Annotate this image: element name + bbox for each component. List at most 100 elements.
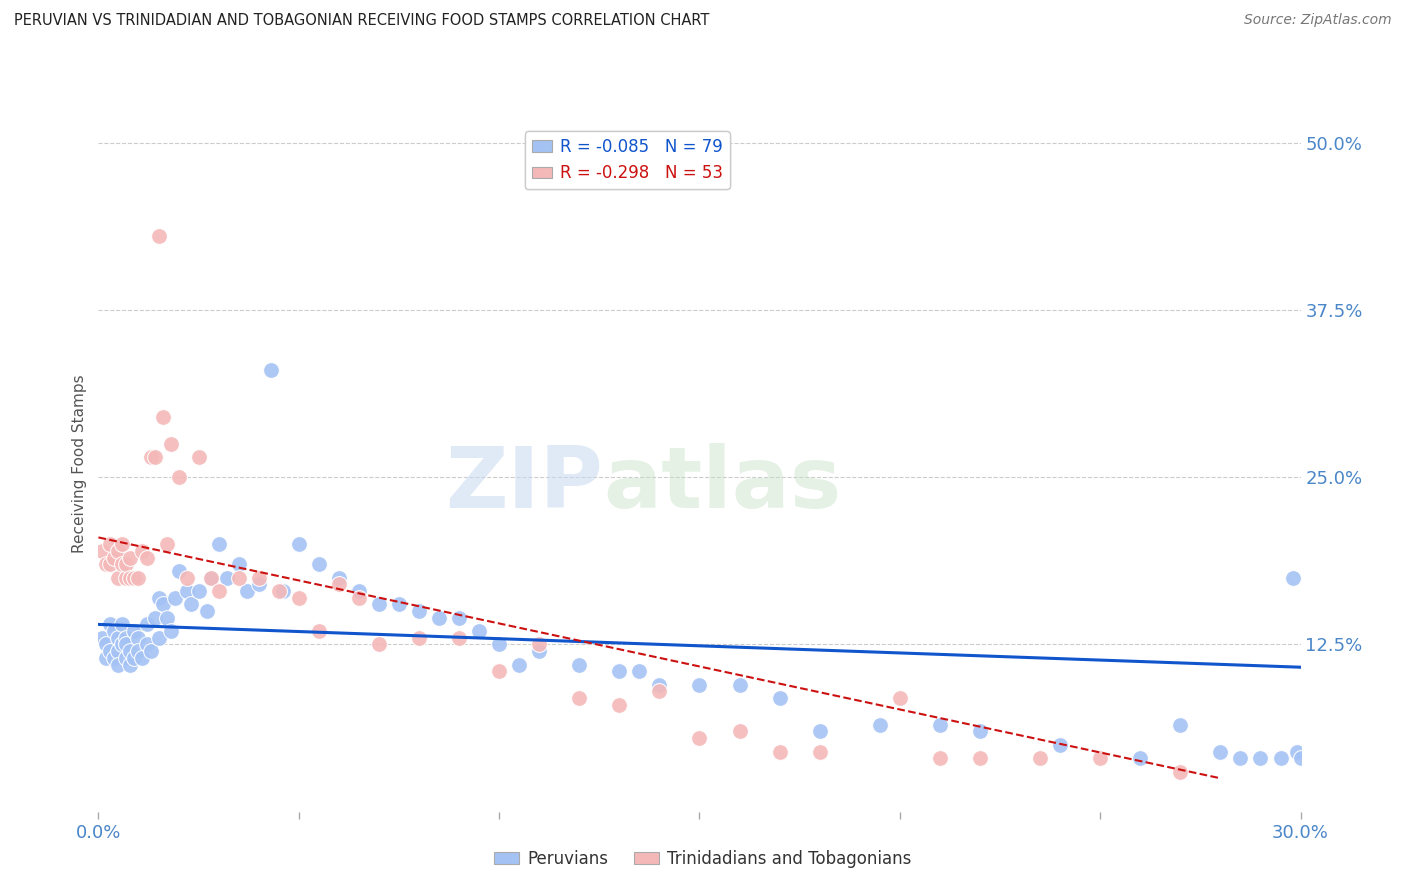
Point [115,631,138,645]
Point [408,604,430,618]
Y-axis label: Receiving Food Stamps: Receiving Food Stamps [72,375,87,553]
Point [107,631,129,645]
Point [159,624,181,639]
Point [808,724,831,739]
Point [176,584,198,599]
Point [139,450,162,465]
Point [111,617,134,632]
Point [215,571,238,585]
Point [208,537,231,551]
Point [115,637,138,651]
Point [628,664,651,679]
Point [131,651,153,665]
Point [728,724,751,739]
Point [929,751,952,765]
Point [689,731,711,746]
Text: Source: ZipAtlas.com: Source: ZipAtlas.com [1244,13,1392,28]
Point [128,571,150,585]
Point [609,698,631,712]
Point [100,537,122,551]
Point [308,624,330,639]
Point [368,598,391,612]
Point [155,537,177,551]
Point [120,550,142,565]
Point [167,470,190,484]
Point [107,657,129,672]
Point [1270,751,1292,765]
Point [120,644,142,658]
Point [447,611,470,625]
Point [139,644,162,658]
Point [120,657,142,672]
Point [91,544,114,558]
Point [148,591,170,605]
Point [689,678,711,692]
Point [568,657,591,672]
Legend: R = -0.085   N = 79, R = -0.298   N = 53: R = -0.085 N = 79, R = -0.298 N = 53 [524,131,730,189]
Point [107,544,129,558]
Point [143,611,166,625]
Point [769,690,792,705]
Point [969,724,991,739]
Point [468,624,491,639]
Point [648,678,671,692]
Point [267,584,290,599]
Point [91,631,114,645]
Point [200,571,222,585]
Point [152,598,174,612]
Point [529,644,551,658]
Point [148,631,170,645]
Point [96,557,118,572]
Point [288,591,311,605]
Point [96,637,118,651]
Point [1209,744,1232,758]
Point [115,651,138,665]
Point [128,644,150,658]
Point [488,637,510,651]
Point [148,229,170,244]
Point [1170,717,1192,731]
Point [368,637,391,651]
Point [889,690,911,705]
Point [1129,751,1152,765]
Point [155,611,177,625]
Text: PERUVIAN VS TRINIDADIAN AND TOBAGONIAN RECEIVING FOOD STAMPS CORRELATION CHART: PERUVIAN VS TRINIDADIAN AND TOBAGONIAN R… [14,13,710,29]
Point [135,617,157,632]
Point [200,571,222,585]
Point [235,584,257,599]
Point [107,571,129,585]
Point [271,584,294,599]
Text: ZIP: ZIP [446,443,603,526]
Point [96,651,118,665]
Point [228,557,250,572]
Point [115,571,138,585]
Point [195,604,218,618]
Point [347,584,370,599]
Point [167,564,190,578]
Point [180,598,202,612]
Point [328,571,350,585]
Point [728,678,751,692]
Point [1281,571,1303,585]
Point [111,537,134,551]
Point [208,584,231,599]
Point [1029,751,1052,765]
Point [769,744,792,758]
Point [869,717,891,731]
Point [1250,751,1272,765]
Point [447,631,470,645]
Point [508,657,530,672]
Point [163,591,186,605]
Point [187,450,209,465]
Point [1229,751,1251,765]
Point [135,637,157,651]
Point [103,624,125,639]
Legend: Peruvians, Trinidadians and Tobagonians: Peruvians, Trinidadians and Tobagonians [488,844,918,875]
Point [111,637,134,651]
Point [260,363,283,377]
Point [100,617,122,632]
Point [124,624,146,639]
Point [288,537,311,551]
Point [176,571,198,585]
Point [100,557,122,572]
